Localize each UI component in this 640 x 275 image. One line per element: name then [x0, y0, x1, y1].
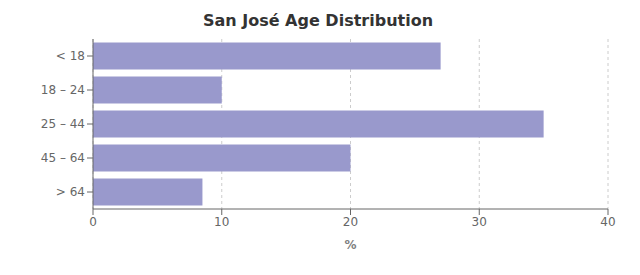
- svg-text:0: 0: [89, 215, 97, 229]
- svg-text:25 – 44: 25 – 44: [41, 117, 85, 131]
- svg-text:%: %: [344, 238, 356, 252]
- svg-text:40: 40: [600, 215, 615, 229]
- svg-text:30: 30: [472, 215, 487, 229]
- svg-text:10: 10: [214, 215, 229, 229]
- svg-text:> 64: > 64: [56, 185, 85, 199]
- svg-text:< 18: < 18: [56, 49, 85, 63]
- svg-text:45 – 64: 45 – 64: [41, 151, 85, 165]
- svg-text:20: 20: [343, 215, 358, 229]
- html-text:San José Age Distribution: San José Age Distribution: [202, 11, 433, 30]
- svg-text:18 – 24: 18 – 24: [41, 83, 85, 97]
